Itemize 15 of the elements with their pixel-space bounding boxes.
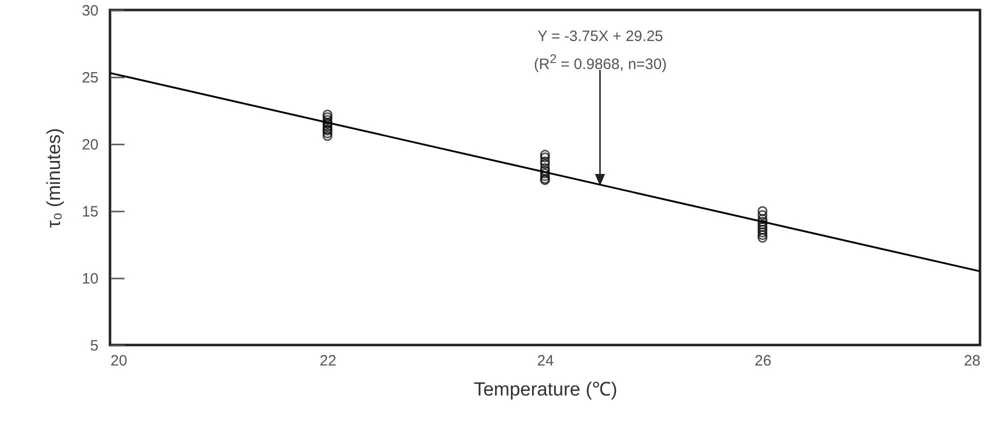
x-tick-label: 24 [537,352,554,370]
x-axis-title: Temperature (℃) [474,380,618,400]
annotation: Y = -3.75X + 29.25 [537,28,664,45]
y-axis-title: τ₀ (minutes) [44,128,65,228]
y-tick-label: 30 [82,2,98,20]
y-tick-label: 15 [82,204,98,220]
y-tick-label: 25 [82,70,98,86]
annotation: (R$^{2}$ = 0.9868, n=30) [534,52,667,73]
x-tick-label: 26 [754,352,772,370]
y-tick-label: 5 [90,338,98,354]
x-tick-label: 28 [964,352,980,370]
x-tick-label: 22 [320,352,336,370]
x-tick-label: 20 [110,352,128,370]
y-tick-label: 20 [82,136,98,154]
y-tick-label: 10 [82,270,98,288]
